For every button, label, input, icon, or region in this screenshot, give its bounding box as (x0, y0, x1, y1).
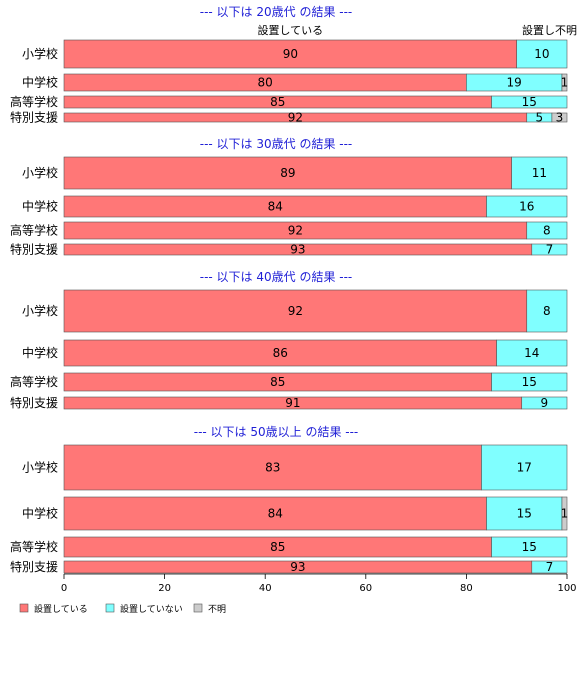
data-label: 86 (273, 346, 288, 360)
legend-label: 設置している (34, 603, 88, 615)
panel-title: --- 以下は 20歳代 の結果 --- (200, 5, 353, 19)
category-label: 高等学校 (10, 539, 58, 554)
x-tick-label: 40 (259, 583, 272, 594)
data-label: 10 (534, 47, 549, 61)
bar-segment (63, 39, 518, 69)
data-label: 14 (524, 346, 539, 360)
data-label: 91 (285, 396, 300, 410)
category-label: 中学校 (22, 506, 58, 521)
panel-title: --- 以下は 50歳以上 の結果 --- (194, 425, 359, 439)
data-label: 84 (268, 507, 283, 521)
data-label: 16 (519, 200, 534, 214)
category-label: 小学校 (22, 165, 58, 180)
data-label: 9 (541, 396, 549, 410)
data-label: 89 (280, 166, 295, 180)
bar-segment (491, 372, 568, 392)
data-label: 19 (507, 76, 522, 90)
legend-swatch (105, 603, 115, 613)
data-label: 85 (270, 375, 285, 389)
legend-swatch (193, 603, 203, 613)
panel-title: --- 以下は 40歳代 の結果 --- (200, 270, 353, 284)
data-label: 8 (543, 224, 551, 238)
data-label: 92 (288, 304, 303, 318)
bar-segment (491, 536, 568, 558)
data-label: 84 (268, 200, 283, 214)
bar-segment (491, 95, 568, 109)
bar-segment (63, 339, 497, 367)
data-label: 15 (522, 375, 537, 389)
bar-segment (511, 156, 568, 190)
data-label: 7 (546, 560, 554, 574)
data-label: 11 (532, 166, 547, 180)
data-label: 17 (517, 461, 532, 475)
panel-title: --- 以下は 30歳代 の結果 --- (200, 137, 353, 151)
bar-segment (496, 339, 568, 367)
data-label: 80 (258, 76, 273, 90)
header-not-installed-unknown: 設置し不明 (522, 23, 577, 37)
bar-segment (486, 496, 563, 531)
data-label: 15 (517, 507, 532, 521)
category-label: 特別支援 (10, 242, 58, 257)
bar-segment (561, 496, 568, 531)
data-label: 3 (556, 111, 564, 125)
category-label: 中学校 (22, 75, 58, 90)
category-label: 高等学校 (10, 223, 58, 238)
bar-segment (551, 112, 568, 123)
bar-segment (561, 73, 568, 92)
x-tick-label: 80 (460, 583, 473, 594)
bar-segment (63, 156, 512, 190)
bar-segment (63, 289, 528, 333)
legend-label: 不明 (208, 604, 226, 615)
data-label: 1 (561, 76, 569, 90)
legend-label: 設置していない (120, 603, 183, 615)
bar-segment (526, 221, 568, 240)
bar-segment (63, 496, 487, 531)
legend-swatch (19, 603, 29, 613)
data-label: 15 (522, 540, 537, 554)
data-label: 8 (543, 304, 551, 318)
category-label: 高等学校 (10, 374, 58, 389)
category-label: 小学校 (22, 46, 58, 61)
category-label: 特別支援 (10, 559, 58, 574)
bar-segment (521, 396, 568, 410)
bar-segment (486, 195, 568, 218)
data-label: 83 (265, 461, 280, 475)
bar-segment (531, 560, 568, 574)
x-tick-label: 20 (158, 583, 171, 594)
category-label: 特別支援 (10, 395, 58, 410)
data-label: 92 (288, 224, 303, 238)
category-label: 特別支援 (10, 110, 58, 125)
data-label: 93 (290, 243, 305, 257)
bar-segment (526, 289, 568, 333)
x-tick-label: 0 (61, 583, 67, 594)
data-label: 1 (561, 507, 569, 521)
bar-segment (481, 444, 568, 491)
data-label: 15 (522, 95, 537, 109)
category-label: 小学校 (22, 303, 58, 318)
data-label: 85 (270, 95, 285, 109)
bar-segment (531, 243, 568, 256)
data-label: 85 (270, 540, 285, 554)
header-installed: 設置している (258, 23, 324, 37)
category-label: 中学校 (22, 199, 58, 214)
data-label: 7 (546, 243, 554, 257)
bar-segment (516, 39, 568, 69)
category-label: 高等学校 (10, 94, 58, 109)
x-tick-label: 60 (359, 583, 372, 594)
data-label: 93 (290, 560, 305, 574)
data-label: 5 (536, 111, 544, 125)
category-label: 中学校 (22, 345, 58, 360)
category-label: 小学校 (22, 460, 58, 475)
bar-segment (63, 444, 482, 491)
data-label: 90 (283, 47, 298, 61)
x-tick-label: 100 (557, 583, 576, 594)
data-label: 92 (288, 111, 303, 125)
